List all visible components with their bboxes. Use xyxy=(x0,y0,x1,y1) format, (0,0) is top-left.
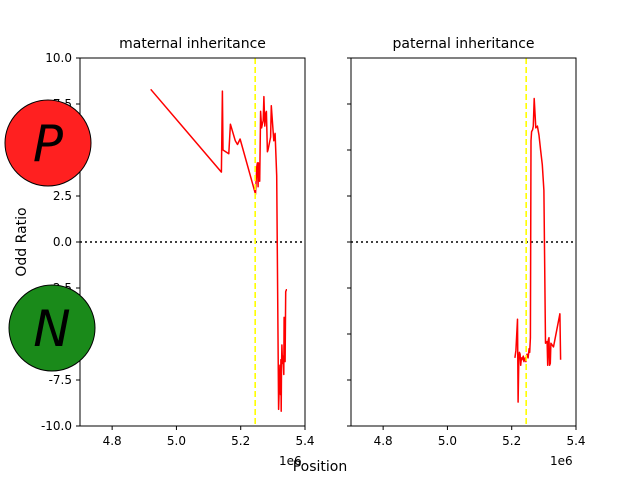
x-tick-label: 5.0 xyxy=(438,434,457,448)
marker-n: N xyxy=(8,284,96,372)
x-tick-label: 4.8 xyxy=(374,434,393,448)
subplot-title: maternal inheritance xyxy=(119,36,266,52)
x-tick-label: 5.2 xyxy=(231,434,250,448)
x-offset-label: 1e6 xyxy=(279,454,302,468)
y-tick-label: -10.0 xyxy=(41,419,72,433)
marker-circle xyxy=(8,284,96,372)
marker-p: P xyxy=(4,99,92,187)
marker-letter: N xyxy=(33,300,70,358)
y-tick-label: 10.0 xyxy=(45,51,72,65)
x-tick-label: 4.8 xyxy=(103,434,122,448)
subplot-2: paternal inheritance 4.8 5.0 5.2 5.4 1e6 xyxy=(347,36,586,468)
subplot-title: paternal inheritance xyxy=(392,36,534,52)
y-tick-label: -7.5 xyxy=(49,373,72,387)
series-line xyxy=(514,97,562,403)
axes-frame xyxy=(350,57,577,427)
x-offset-label: 1e6 xyxy=(550,454,573,468)
axes-frame xyxy=(79,57,306,427)
x-tick-label: 5.4 xyxy=(566,434,585,448)
series-line xyxy=(150,88,288,413)
subplot-1: maternal inheritance4.85.05.25.41e610.07… xyxy=(41,36,315,468)
y-tick-label: 2.5 xyxy=(53,189,72,203)
x-axis-label: Position xyxy=(293,459,348,475)
marker-letter: P xyxy=(33,115,64,173)
y-axis-label: Odd Ratio xyxy=(14,207,30,276)
y-tick-label: 0.0 xyxy=(53,235,72,249)
x-tick-label: 5.2 xyxy=(502,434,521,448)
marker-circle xyxy=(4,99,92,187)
x-tick-label: 5.4 xyxy=(295,434,314,448)
x-tick-label: 5.0 xyxy=(167,434,186,448)
